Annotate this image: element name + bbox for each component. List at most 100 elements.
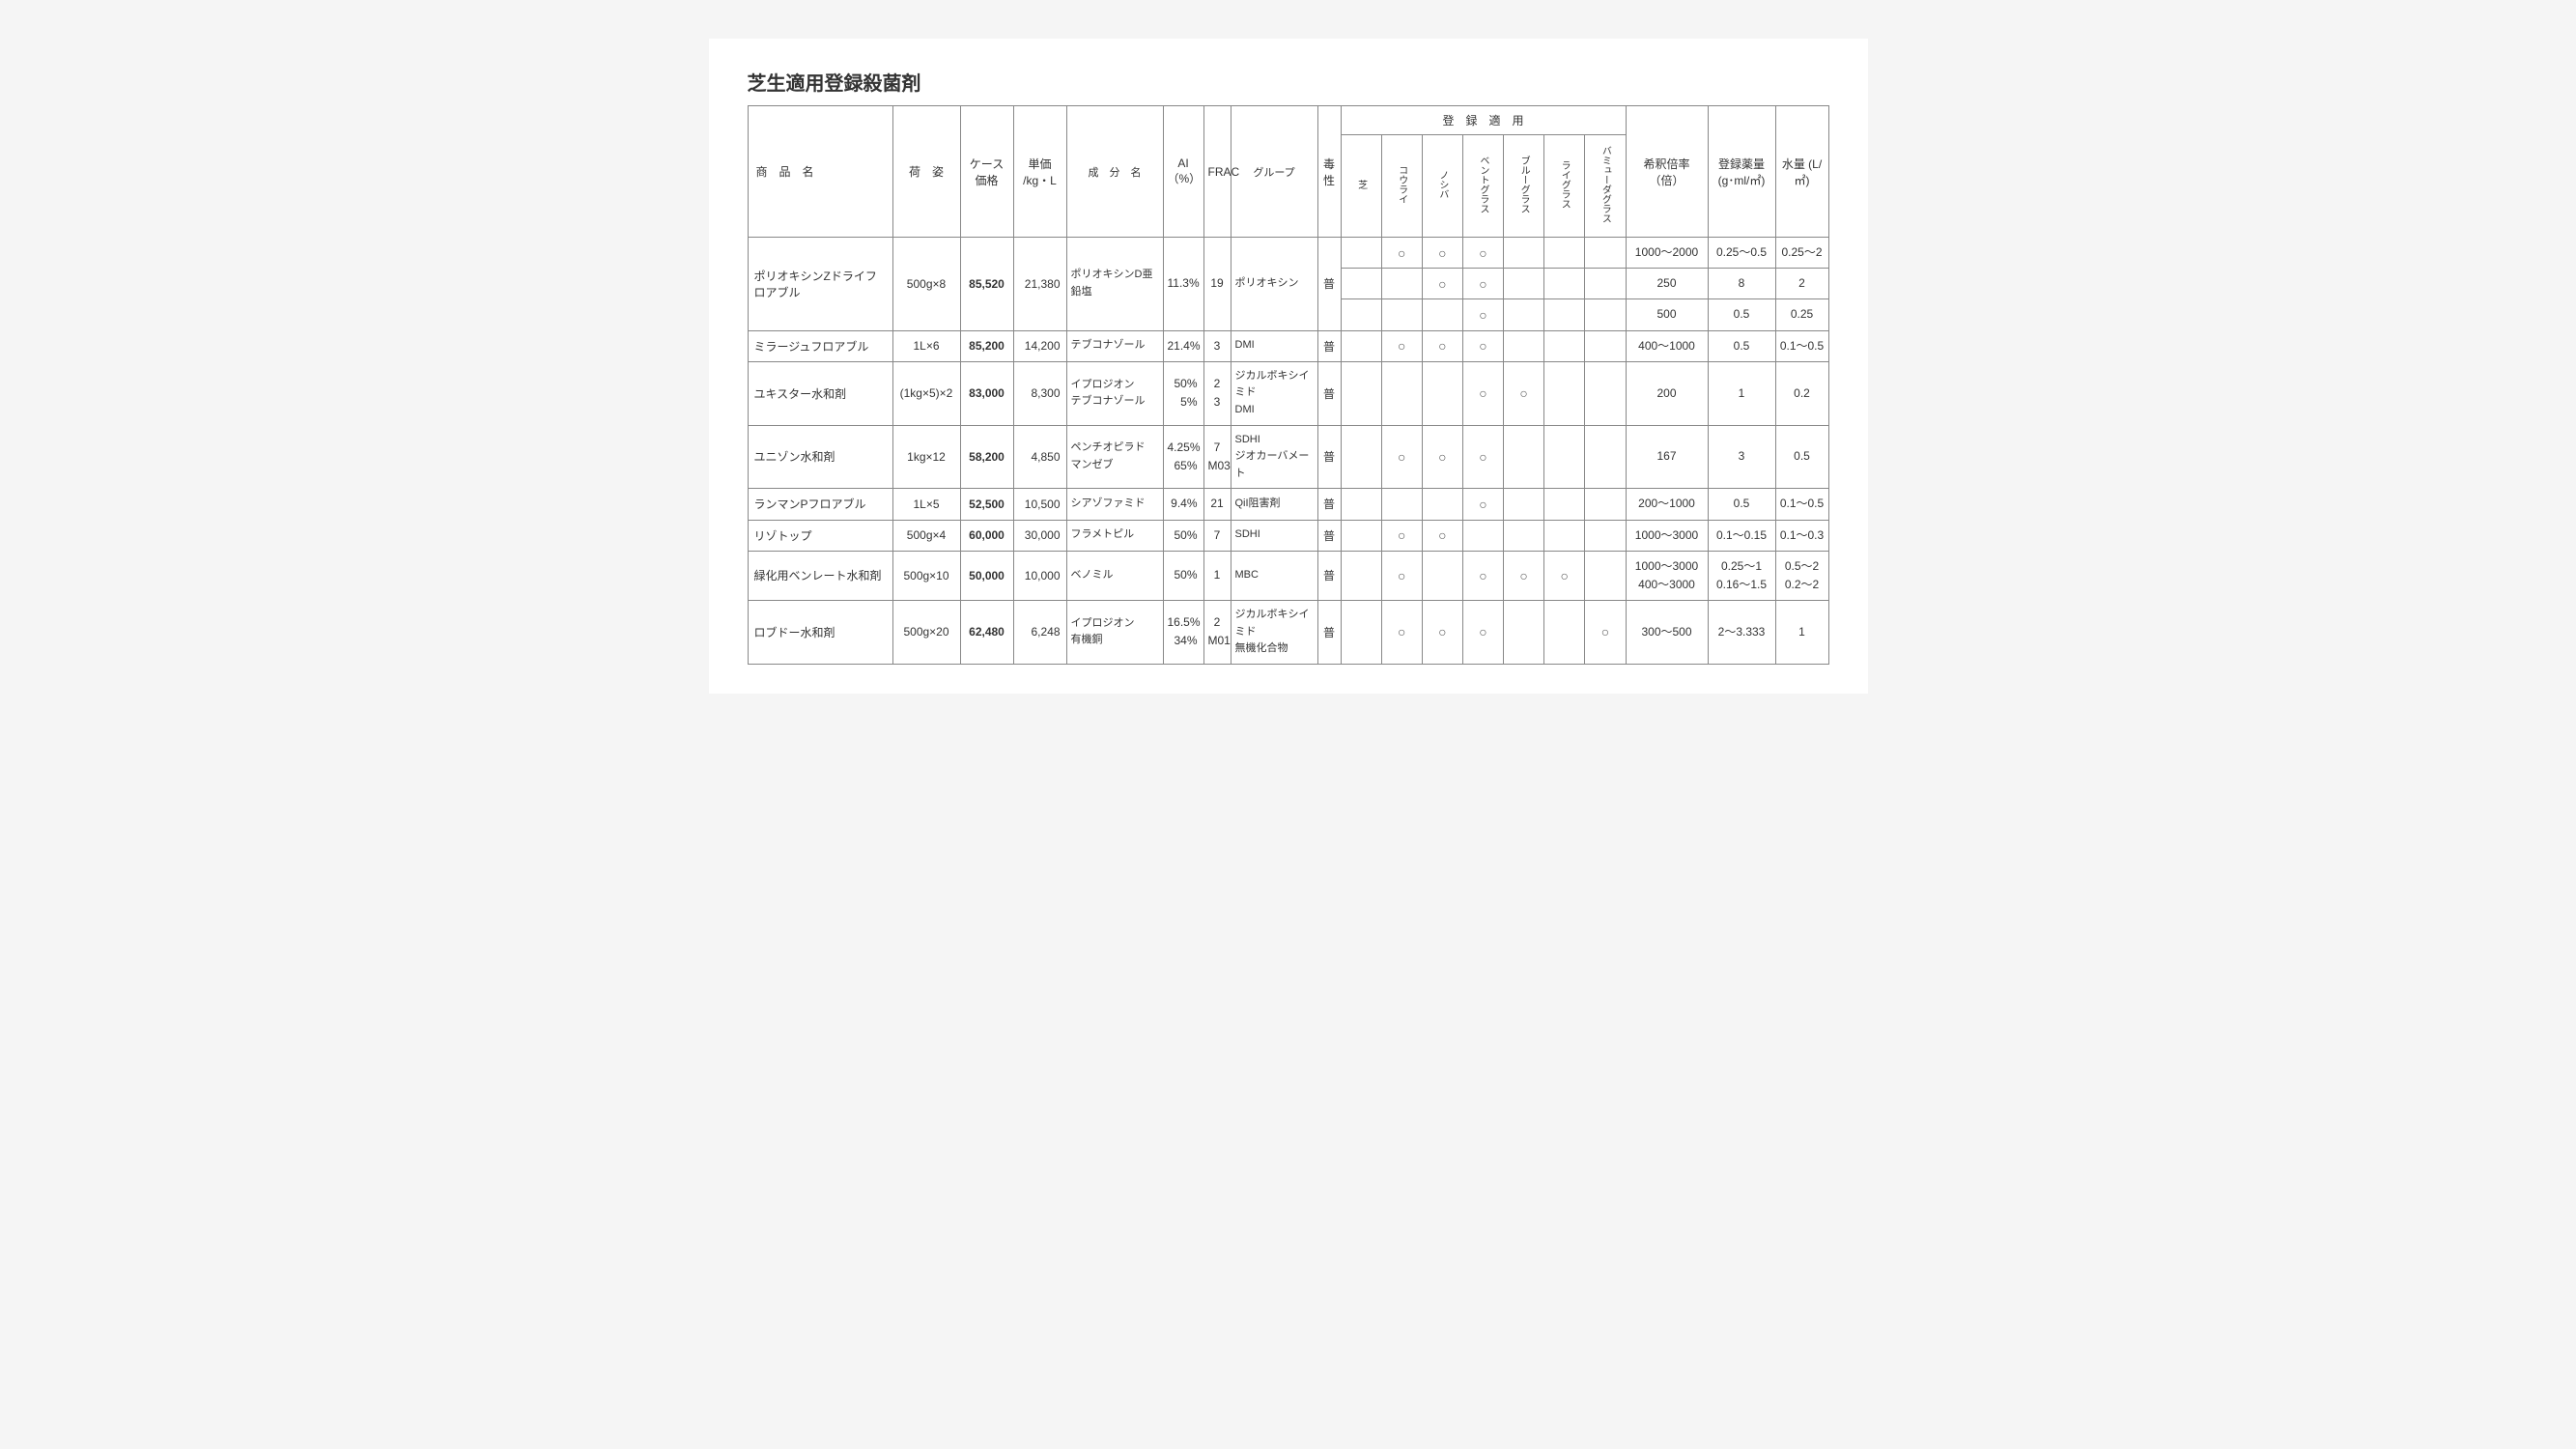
cell-reg-2: ○ [1422,601,1462,665]
cell-reg-0 [1341,361,1381,425]
cell-reg-4 [1504,425,1544,489]
cell-frac: 19 [1203,238,1231,331]
cell-water: 0.1～0.3 [1775,520,1828,551]
th-reg-0: 芝 [1341,135,1381,238]
th-ai: AI（%） [1163,106,1203,238]
cell-unitprice: 4,850 [1013,425,1066,489]
cell-reg-4: ○ [1504,551,1544,600]
table-row: ロブドー水和剤500g×2062,4806,248イプロジオン有機銅16.5%3… [748,601,1828,665]
cell-reg-3 [1462,520,1503,551]
cell-reg-2: ○ [1422,425,1462,489]
fungicide-table: 商 品 名 荷 姿 ケース価格 単価 /kg・L 成 分 名 AI（%） FRA… [748,105,1829,665]
cell-reg-0 [1341,551,1381,600]
cell-dose: 0.25～10.16～1.5 [1708,551,1775,600]
cell-ai: 50% [1163,551,1203,600]
cell-reg-3: ○ [1462,269,1503,299]
cell-dilution: 1000～3000 [1626,520,1708,551]
cell-reg-4: ○ [1504,361,1544,425]
cell-reg-3: ○ [1462,361,1503,425]
cell-reg-2: ○ [1422,238,1462,269]
cell-reg-1 [1381,269,1422,299]
cell-dose: 0.5 [1708,330,1775,361]
cell-name: 緑化用ベンレート水和剤 [748,551,892,600]
cell-reg-4 [1504,520,1544,551]
cell-group: SDHIジオカーバメート [1231,425,1317,489]
cell-reg-1 [1381,489,1422,520]
cell-reg-4 [1504,601,1544,665]
cell-water: 0.2 [1775,361,1828,425]
cell-water: 0.1～0.5 [1775,330,1828,361]
cell-dose: 0.1～0.15 [1708,520,1775,551]
cell-dilution: 167 [1626,425,1708,489]
cell-ai: 50% [1163,520,1203,551]
cell-unitprice: 21,380 [1013,238,1066,331]
cell-form: 500g×20 [892,601,960,665]
cell-name: リゾトップ [748,520,892,551]
table-row: ポリオキシンZドライフロアブル500g×885,52021,380ポリオキシンD… [748,238,1828,269]
cell-ingredient: イプロジオン有機銅 [1066,601,1163,665]
cell-ai: 50%5% [1163,361,1203,425]
cell-dilution: 500 [1626,299,1708,330]
cell-water: 0.25 [1775,299,1828,330]
cell-reg-2 [1422,361,1462,425]
cell-frac: 3 [1203,330,1231,361]
page-container: 芝生適用登録殺菌剤 商 品 名 荷 姿 ケース価格 単価 /kg・L 成 分 名… [709,39,1868,694]
cell-reg-6 [1585,551,1626,600]
cell-water: 2 [1775,269,1828,299]
cell-ai: 21.4% [1163,330,1203,361]
cell-group: ジカルボキシイミドDMI [1231,361,1317,425]
cell-reg-1: ○ [1381,425,1422,489]
cell-reg-1: ○ [1381,601,1422,665]
th-water: 水量 (L/㎡) [1775,106,1828,238]
cell-reg-5 [1544,269,1585,299]
cell-reg-1: ○ [1381,330,1422,361]
cell-dilution: 1000～2000 [1626,238,1708,269]
th-frac: FRAC [1203,106,1231,238]
cell-dilution: 400～1000 [1626,330,1708,361]
cell-reg-2: ○ [1422,330,1462,361]
th-caseprice: ケース価格 [960,106,1013,238]
cell-tox: 普 [1317,330,1341,361]
cell-reg-0 [1341,489,1381,520]
table-body: ポリオキシンZドライフロアブル500g×885,52021,380ポリオキシンD… [748,238,1828,665]
cell-reg-2 [1422,299,1462,330]
cell-reg-1 [1381,361,1422,425]
cell-reg-5 [1544,425,1585,489]
cell-reg-5 [1544,601,1585,665]
cell-water: 0.5～20.2～2 [1775,551,1828,600]
cell-dilution: 200 [1626,361,1708,425]
cell-dilution: 300～500 [1626,601,1708,665]
cell-reg-4 [1504,489,1544,520]
cell-reg-1: ○ [1381,238,1422,269]
cell-reg-3: ○ [1462,299,1503,330]
table-row: ユニゾン水和剤1kg×1258,2004,850ペンチオピラドマンゼブ4.25%… [748,425,1828,489]
cell-reg-0 [1341,269,1381,299]
cell-reg-6 [1585,489,1626,520]
cell-reg-1: ○ [1381,551,1422,600]
cell-caseprice: 58,200 [960,425,1013,489]
th-reg-5: ライグラス [1544,135,1585,238]
cell-dilution: 250 [1626,269,1708,299]
cell-name: ユニゾン水和剤 [748,425,892,489]
cell-ai: 11.3% [1163,238,1203,331]
cell-caseprice: 60,000 [960,520,1013,551]
cell-dose: 0.5 [1708,489,1775,520]
cell-reg-6 [1585,330,1626,361]
cell-caseprice: 52,500 [960,489,1013,520]
cell-dilution: 200～1000 [1626,489,1708,520]
cell-caseprice: 85,520 [960,238,1013,331]
cell-ingredient: ペンチオピラドマンゼブ [1066,425,1163,489]
cell-caseprice: 50,000 [960,551,1013,600]
cell-reg-6 [1585,520,1626,551]
cell-unitprice: 10,000 [1013,551,1066,600]
cell-ingredient: テブコナゾール [1066,330,1163,361]
cell-ai: 4.25%65% [1163,425,1203,489]
cell-reg-6: ○ [1585,601,1626,665]
cell-dilution: 1000～3000400～3000 [1626,551,1708,600]
cell-reg-5 [1544,489,1585,520]
th-ingredient: 成 分 名 [1066,106,1163,238]
cell-name: ミラージュフロアブル [748,330,892,361]
cell-reg-6 [1585,269,1626,299]
cell-unitprice: 6,248 [1013,601,1066,665]
cell-frac: 1 [1203,551,1231,600]
